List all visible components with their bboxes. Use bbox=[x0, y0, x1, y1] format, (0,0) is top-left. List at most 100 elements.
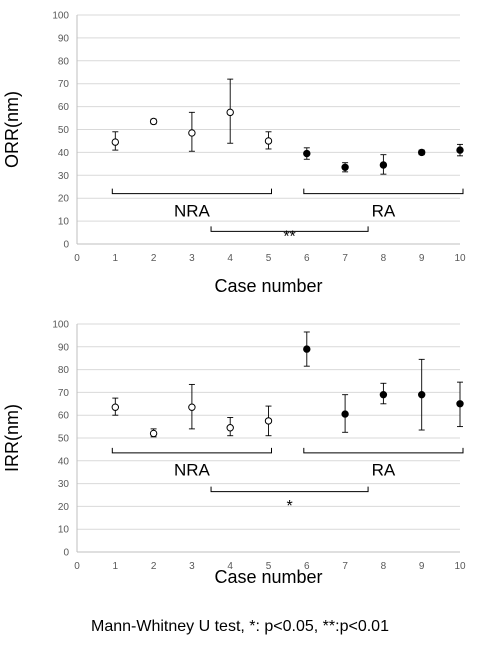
y-tick-label: 60 bbox=[58, 411, 70, 422]
y-tick-label: 90 bbox=[58, 342, 70, 353]
y-tick-label: 30 bbox=[58, 171, 70, 182]
x-tick-label: 6 bbox=[304, 253, 310, 264]
significance-label: * bbox=[286, 498, 292, 515]
marker-open bbox=[188, 403, 196, 411]
y-axis-title: ORR(nm) bbox=[2, 91, 22, 168]
marker-open bbox=[226, 424, 234, 432]
y-tick-label: 0 bbox=[63, 240, 69, 251]
group-label: NRA bbox=[174, 461, 211, 480]
data-point-case-4 bbox=[226, 78, 234, 144]
x-tick-label: 2 bbox=[151, 253, 157, 264]
x-tick-label: 2 bbox=[151, 561, 157, 572]
x-tick-label: 5 bbox=[266, 253, 272, 264]
group-label: NRA bbox=[174, 202, 211, 221]
y-tick-label: 100 bbox=[52, 11, 69, 22]
marker-filled bbox=[418, 390, 426, 399]
x-tick-label: 10 bbox=[454, 561, 466, 572]
x-axis-title: Case number bbox=[214, 567, 322, 587]
x-tick-label: 1 bbox=[113, 253, 119, 264]
x-tick-label: 0 bbox=[74, 253, 80, 264]
data-point-case-7 bbox=[341, 394, 349, 433]
marker-open bbox=[188, 129, 196, 137]
data-point-case-9 bbox=[418, 148, 426, 157]
y-tick-label: 60 bbox=[58, 102, 70, 113]
bracket-line bbox=[303, 188, 464, 195]
x-tick-label: 4 bbox=[227, 253, 233, 264]
marker-filled bbox=[379, 390, 388, 399]
group-bracket-ra: RA bbox=[303, 447, 464, 480]
marker-filled bbox=[379, 161, 388, 169]
bracket-line bbox=[303, 447, 464, 454]
bracket-line bbox=[111, 188, 272, 195]
x-tick-label: 6 bbox=[304, 561, 310, 572]
marker-filled bbox=[418, 148, 426, 157]
data-point-case-6 bbox=[303, 331, 311, 367]
marker-open bbox=[149, 117, 158, 126]
data-point-case-8 bbox=[379, 382, 388, 405]
x-tick-label: 3 bbox=[189, 253, 195, 264]
data-point-case-8 bbox=[379, 154, 388, 175]
marker-open bbox=[264, 417, 273, 425]
y-tick-label: 20 bbox=[58, 502, 70, 513]
data-point-case-3 bbox=[188, 111, 196, 152]
marker-open bbox=[149, 429, 158, 438]
data-point-case-5 bbox=[264, 131, 273, 150]
data-point-case-5 bbox=[264, 405, 273, 437]
y-tick-label: 80 bbox=[58, 56, 70, 67]
group-label: RA bbox=[372, 202, 396, 221]
marker-open bbox=[111, 138, 120, 146]
x-tick-label: 5 bbox=[266, 561, 272, 572]
y-tick-label: 50 bbox=[58, 125, 70, 136]
x-tick-label: 10 bbox=[454, 253, 466, 264]
data-point-case-2 bbox=[149, 428, 158, 438]
significance-label: ** bbox=[283, 229, 295, 246]
group-bracket-ra: RA bbox=[303, 188, 464, 221]
chart-panel-2: 0 10 20 30 40 50 60 70 80 90 100 0 1 2 3 4 5 6 7 8 9 10 Case n… bbox=[2, 320, 466, 588]
y-tick-label: 20 bbox=[58, 194, 70, 205]
y-tick-label: 70 bbox=[58, 79, 70, 90]
data-point-case-1 bbox=[111, 397, 120, 416]
marker-open bbox=[226, 108, 234, 117]
x-axis-title: Case number bbox=[214, 276, 322, 296]
group-bracket-nra: NRA bbox=[111, 447, 272, 480]
significance-bracket: ** bbox=[210, 226, 369, 246]
bracket-line bbox=[210, 226, 369, 232]
x-tick-label: 9 bbox=[419, 561, 425, 572]
data-point-case-10 bbox=[456, 381, 464, 428]
y-tick-label: 80 bbox=[58, 365, 70, 376]
y-tick-label: 10 bbox=[58, 217, 70, 228]
data-point-case-10 bbox=[456, 143, 464, 157]
x-tick-label: 7 bbox=[342, 561, 348, 572]
data-point-case-3 bbox=[188, 383, 196, 430]
y-tick-label: 40 bbox=[58, 456, 70, 467]
data-point-case-1 bbox=[111, 131, 120, 151]
group-bracket-nra: NRA bbox=[111, 188, 272, 221]
marker-filled bbox=[456, 146, 464, 154]
data-point-case-9 bbox=[418, 358, 426, 431]
data-point-case-6 bbox=[303, 147, 311, 160]
footnote: Mann-Whitney U test, *: p<0.05, **:p<0.0… bbox=[91, 618, 389, 635]
x-tick-label: 7 bbox=[342, 253, 348, 264]
x-tick-label: 1 bbox=[113, 561, 119, 572]
y-tick-label: 70 bbox=[58, 388, 70, 399]
marker-filled bbox=[341, 163, 349, 171]
y-tick-label: 90 bbox=[58, 33, 70, 44]
data-point-case-7 bbox=[341, 162, 349, 173]
y-tick-label: 0 bbox=[63, 548, 69, 559]
marker-filled bbox=[303, 149, 311, 158]
marker-filled bbox=[303, 345, 311, 353]
y-tick-label: 50 bbox=[58, 434, 70, 445]
bracket-line bbox=[210, 486, 369, 493]
marker-open bbox=[264, 137, 273, 145]
group-label: RA bbox=[372, 461, 396, 480]
chart-panel-1: 0 10 20 30 40 50 60 70 80 90 100 0 1 2 3 4 5 6 7 8 9 10 Case n… bbox=[2, 11, 466, 297]
x-tick-label: 9 bbox=[419, 253, 425, 264]
marker-filled bbox=[341, 410, 349, 418]
y-tick-label: 10 bbox=[58, 525, 70, 536]
y-axis-title: IRR(nm) bbox=[2, 404, 22, 472]
y-tick-label: 100 bbox=[52, 320, 69, 331]
marker-filled bbox=[456, 400, 464, 408]
bracket-line bbox=[111, 447, 272, 454]
y-tick-label: 30 bbox=[58, 479, 70, 490]
